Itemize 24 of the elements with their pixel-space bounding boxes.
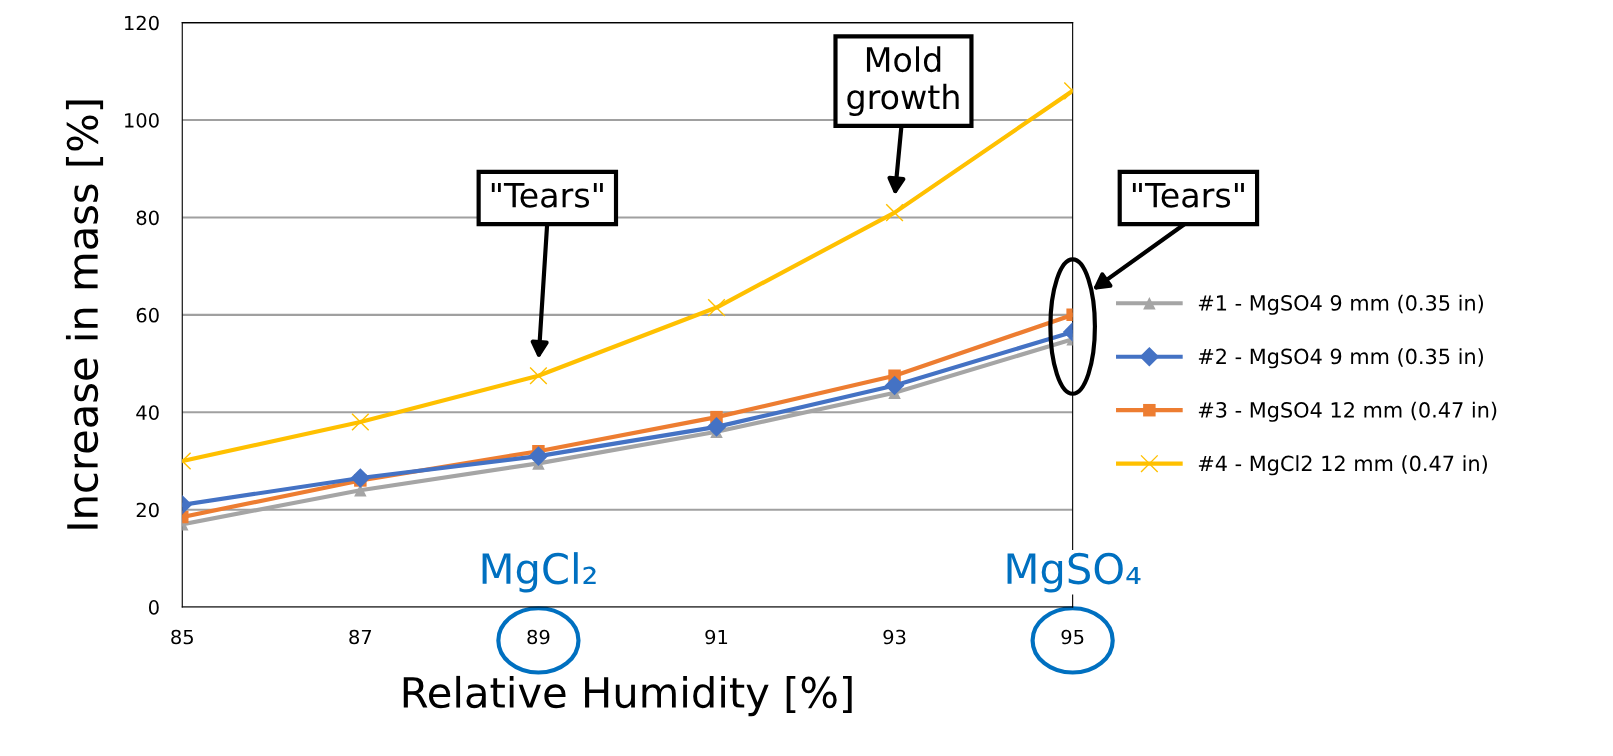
text: "Tears" [1132,182,1244,208]
legend-label: #2 - MgSO4 9 mm (0.35 in) [1198,348,1483,369]
x-tick-label: 95 [1061,629,1084,645]
y-axis-title: Increase in mass [%] [65,100,104,529]
y-tick-label: 120 [125,15,159,31]
legend-label: #4 - MgCl2 12 mm (0.47 in) [1198,455,1487,476]
y-tick-label: 20 [136,502,159,518]
annotation: MgSO₄ [1007,552,1141,593]
legend-label: #3 - MgSO4 12 mm (0.47 in) [1198,401,1497,422]
y-tick-label: 60 [136,307,159,323]
legend-label: #1 - MgSO4 9 mm (0.35 in) [1198,294,1483,315]
annotation: Mold growth [847,46,959,116]
x-tick-label: 85 [171,629,193,645]
x-tick-label: 93 [883,629,906,645]
x-axis-title: Relative Humidity [%] [403,675,852,717]
annotation: "Tears" [491,182,603,208]
annotation: MgCl₂ [482,552,596,593]
y-tick-label: 100 [125,113,159,128]
y-tick-label: 80 [136,210,159,226]
x-tick-label: 89 [527,629,550,645]
x-tick-label: 91 [705,629,728,645]
x-tick-label: 87 [349,629,372,645]
y-tick-label: 40 [136,405,159,420]
y-tick-label: 0 [148,600,159,615]
